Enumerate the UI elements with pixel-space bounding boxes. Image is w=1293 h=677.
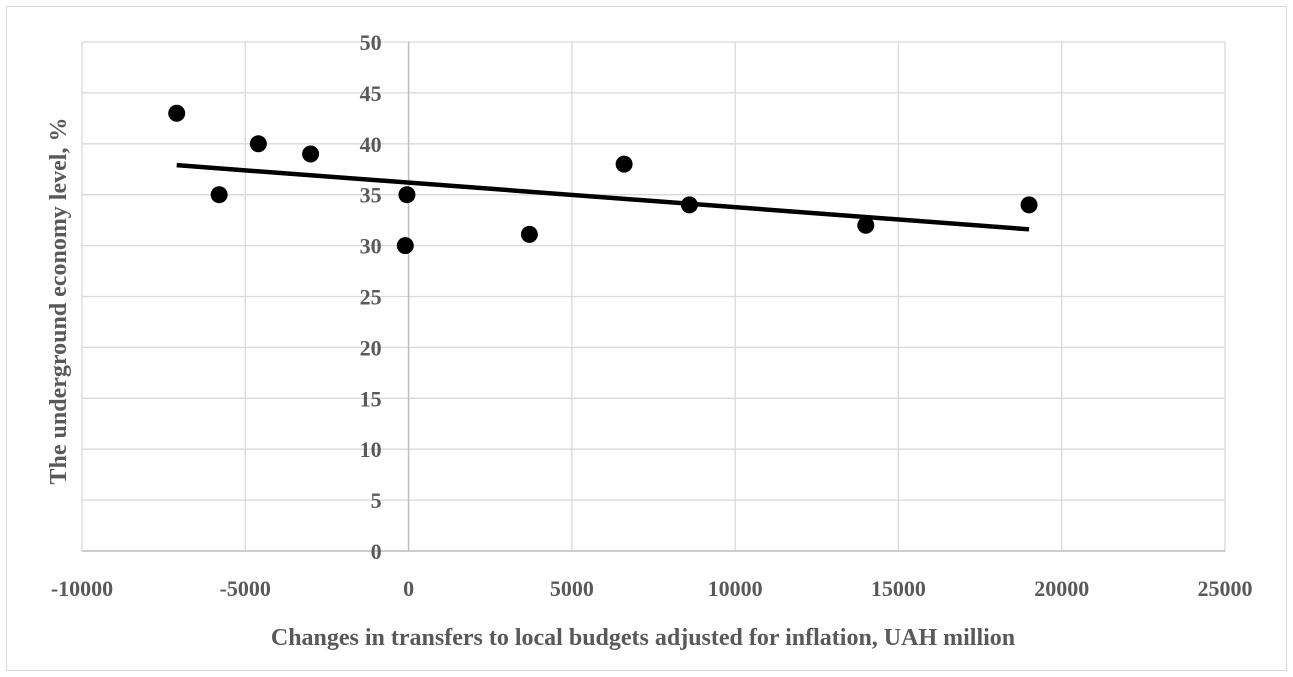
x-tick-label: -10000: [51, 576, 113, 601]
x-tick-label: 25000: [1198, 576, 1253, 601]
grid-lines: [81, 41, 1226, 552]
data-point: [615, 155, 633, 173]
y-tick-label: 25: [360, 285, 382, 310]
x-tick-label: 20000: [1034, 576, 1089, 601]
trendline: [176, 162, 1030, 232]
y-tick-labels: 0 5 10 15 20 25 30 35 40 45 50: [360, 30, 382, 564]
data-point: [1020, 196, 1038, 214]
data-point: [398, 186, 416, 204]
y-tick-label: 35: [360, 183, 382, 208]
data-points: [168, 104, 1038, 255]
x-tick-label: 10000: [708, 576, 763, 601]
data-point: [396, 237, 414, 255]
data-point: [249, 135, 267, 153]
y-tick-label: 0: [371, 539, 382, 564]
axes: [82, 42, 1225, 552]
y-tick-label: 20: [360, 335, 382, 360]
data-point: [680, 196, 698, 214]
y-axis-title: The underground economy level, %: [46, 118, 72, 485]
x-tick-label: 15000: [871, 576, 926, 601]
data-point: [520, 225, 538, 243]
data-point: [210, 186, 228, 204]
y-tick-label: 10: [360, 437, 382, 462]
y-tick-label: 15: [360, 386, 382, 411]
x-tick-label: 5000: [550, 576, 594, 601]
data-point: [857, 216, 875, 234]
trendline-group: [176, 162, 1030, 232]
x-tick-label: -5000: [220, 576, 271, 601]
data-point: [302, 145, 320, 163]
x-tick-label: 0: [403, 576, 414, 601]
x-axis-title: Changes in transfers to local budgets ad…: [271, 625, 1015, 651]
data-point: [168, 104, 186, 122]
y-tick-label: 30: [360, 234, 382, 259]
chart-frame: [6, 6, 1287, 671]
y-tick-label: 40: [360, 132, 382, 157]
y-tick-label: 45: [360, 81, 382, 106]
y-tick-label: 50: [360, 30, 382, 55]
x-tick-labels: -10000 -5000 0 5000 10000 15000 20000 25000: [51, 576, 1253, 601]
y-tick-label: 5: [371, 488, 382, 513]
